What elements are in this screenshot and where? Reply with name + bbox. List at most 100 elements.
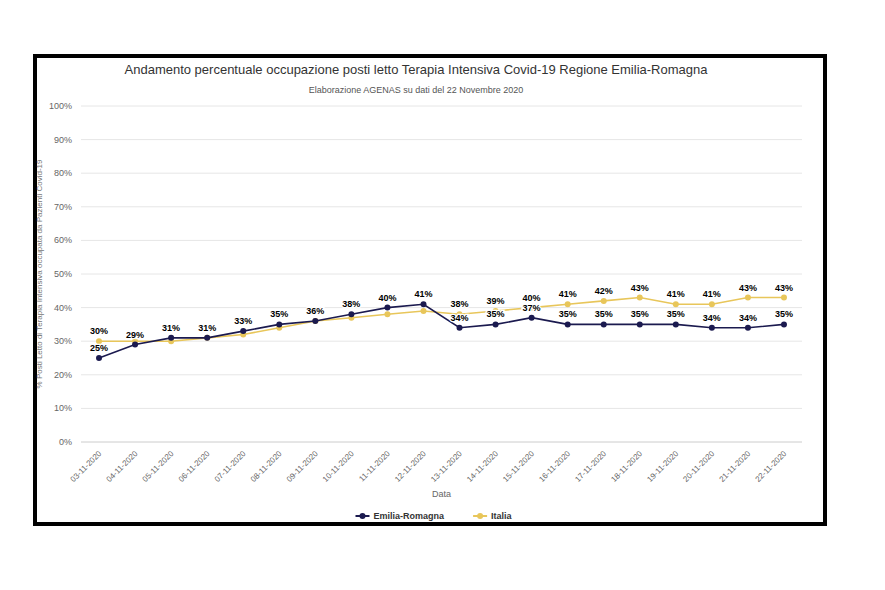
point	[312, 318, 318, 324]
y-axis-title: % Posti Letto di Terapia Intensiva occup…	[35, 159, 44, 388]
point	[601, 298, 607, 304]
data-label: 40%	[523, 293, 541, 303]
point	[781, 295, 787, 301]
series-group	[96, 295, 787, 361]
data-label: 41%	[667, 289, 685, 299]
x-tick-label: 11-11-2020	[357, 449, 392, 484]
point	[384, 311, 390, 317]
data-label: 33%	[234, 316, 252, 326]
point	[709, 301, 715, 307]
y-tick-label: 90%	[54, 135, 72, 145]
x-tick-label: 04-11-2020	[105, 449, 140, 484]
chart: Andamento percentuale occupazione posti …	[0, 0, 885, 590]
data-label: 34%	[703, 313, 721, 323]
point	[457, 325, 463, 331]
y-grid	[81, 106, 802, 442]
subtitle: Elaborazione AGENAS su dati del 22 Novem…	[309, 85, 524, 95]
x-tick-label: 14-11-2020	[465, 449, 500, 484]
grid-line	[81, 139, 802, 140]
series-line	[99, 304, 784, 358]
y-tick-label: 80%	[54, 168, 72, 178]
grid-line	[81, 274, 802, 275]
point	[745, 325, 751, 331]
y-tick-label: 10%	[54, 403, 72, 413]
point	[204, 335, 210, 341]
data-label: 35%	[559, 309, 577, 319]
point	[493, 321, 499, 327]
legend-marker	[477, 513, 483, 519]
point	[384, 305, 390, 311]
x-tick-label: 17-11-2020	[573, 449, 608, 484]
grid-line	[81, 374, 802, 375]
y-tick-label: 100%	[49, 101, 72, 111]
data-label: 34%	[739, 313, 757, 323]
x-tick-label: 06-11-2020	[177, 449, 212, 484]
data-label: 41%	[559, 289, 577, 299]
grid-line	[81, 307, 802, 308]
point	[673, 321, 679, 327]
point	[601, 321, 607, 327]
grid-line	[81, 442, 802, 443]
data-label: 40%	[378, 293, 396, 303]
data-label: 43%	[739, 283, 757, 293]
series-line	[99, 298, 784, 342]
data-label: 37%	[523, 303, 541, 313]
data-label: 25%	[90, 343, 108, 353]
data-label: 38%	[342, 299, 360, 309]
legend-marker	[360, 513, 366, 519]
y-tick-label: 40%	[54, 303, 72, 313]
data-label: 43%	[775, 283, 793, 293]
data-label: 41%	[414, 289, 432, 299]
grid-line	[81, 173, 802, 174]
legend-label: Emilia-Romagna	[374, 511, 446, 521]
y-tick-label: 50%	[54, 269, 72, 279]
point	[420, 301, 426, 307]
grid-line	[81, 341, 802, 342]
legend-label: Italia	[491, 511, 513, 521]
x-tick-label: 22-11-2020	[754, 449, 789, 484]
point	[132, 342, 138, 348]
point	[673, 301, 679, 307]
point	[637, 321, 643, 327]
background	[0, 0, 885, 590]
point	[781, 321, 787, 327]
point	[565, 301, 571, 307]
data-label: 41%	[703, 289, 721, 299]
point	[96, 355, 102, 361]
data-label: 31%	[198, 323, 216, 333]
point	[637, 295, 643, 301]
y-tick-label: 60%	[54, 235, 72, 245]
point	[565, 321, 571, 327]
x-tick-label: 03-11-2020	[69, 449, 104, 484]
point	[204, 335, 210, 341]
x-tick-label: 05-11-2020	[141, 449, 176, 484]
x-tick-label: 21-11-2020	[717, 449, 752, 484]
data-label: 31%	[162, 323, 180, 333]
x-tick-label: 19-11-2020	[645, 449, 680, 484]
data-label: 29%	[126, 330, 144, 340]
grid-line	[81, 206, 802, 207]
x-tick-label: 10-11-2020	[321, 449, 356, 484]
point	[168, 335, 174, 341]
data-label: 30%	[90, 326, 108, 336]
point	[529, 315, 535, 321]
point	[420, 308, 426, 314]
data-label: 35%	[270, 309, 288, 319]
x-tick-label: 07-11-2020	[213, 449, 248, 484]
x-tick-label: 20-11-2020	[681, 449, 716, 484]
x-tick-label: 12-11-2020	[393, 449, 428, 484]
point	[745, 295, 751, 301]
data-label: 36%	[306, 306, 324, 316]
data-label: 35%	[775, 309, 793, 319]
point	[312, 318, 318, 324]
y-tick-label: 30%	[54, 336, 72, 346]
data-label: 43%	[631, 283, 649, 293]
data-label: 39%	[487, 296, 505, 306]
data-labels: 25% 29% 31% 31% 33% 35% 36% 38% 40% 41% 34% 35% 37% 3…	[90, 283, 793, 353]
x-tick-label: 18-11-2020	[609, 449, 644, 484]
x-axis-title: Data	[432, 489, 451, 499]
title: Andamento percentuale occupazione posti …	[125, 62, 709, 77]
x-tick-label: 15-11-2020	[501, 449, 536, 484]
grid-line	[81, 240, 802, 241]
data-label: 38%	[451, 299, 469, 309]
